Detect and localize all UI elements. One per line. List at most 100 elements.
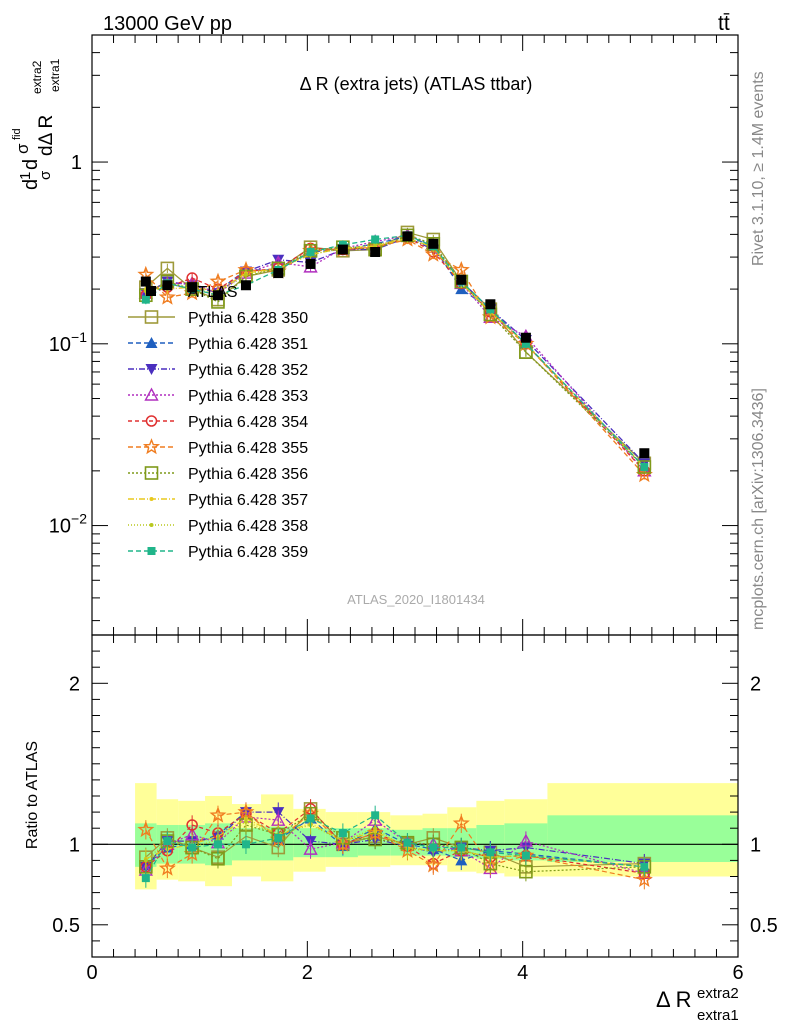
legend-label: Pythia 6.428 358 [188,518,308,535]
xlabel-sup: extra2 [697,985,739,1002]
y-tick-label: 10−2 [49,511,87,538]
atlas-point [273,268,284,279]
legend-label: Pythia 6.428 355 [188,440,308,457]
x-tick-label: 2 [302,962,313,984]
energy-label: 13000 GeV pp [103,13,232,35]
x-tick-label: 0 [86,962,97,984]
atlas-point [485,299,496,310]
xlabel-main: Δ R [656,987,691,1012]
ratio-point [452,814,470,831]
ratio-point [521,851,530,860]
data-point [640,463,649,472]
atlas-point [212,290,223,301]
legend-marker [144,387,159,401]
legend: ATLAS Pythia 6.428 350 Pythia 6.428 351 Pyt… [128,284,308,561]
legend-marker [146,286,156,296]
ratio-point [186,819,198,831]
process-label: tt̄ [718,12,730,35]
ratio-line [145,816,645,874]
ratio-point [141,874,150,883]
green-band [547,815,738,863]
legend-entry-1: Pythia 6.428 350 [128,310,308,327]
ratio-point [373,826,378,831]
ratio-point [338,829,347,838]
legend-marker [145,337,158,348]
legend-entry-9: Pythia 6.428 358 [128,518,308,535]
x-tick-label: 6 [732,962,743,984]
legend-marker [145,364,158,375]
ratio-y-tick-label: 0.5 [52,915,80,937]
atlas-point [639,448,650,459]
ratio-point [209,806,227,823]
ratio-point [274,833,283,842]
ratio-y-tick-label-right: 0.5 [750,915,778,937]
ratio-point [371,811,380,820]
ratio-point [403,838,412,847]
atlas-point [305,258,316,269]
legend-marker [149,497,154,501]
legend-entry-3: Pythia 6.428 352 [128,362,308,379]
analysis-id: ATLAS_2020_I1801434 [347,592,485,607]
atlas-point [337,244,348,255]
data-point [141,295,150,304]
series-line [145,234,645,468]
series-line [145,236,645,472]
legend-marker [144,466,159,480]
ratio-point [143,858,148,863]
ratio-point [424,856,442,873]
y-tick-label: 1 [71,152,82,174]
atlas-point [187,282,198,293]
ratio-point [188,843,197,852]
ratio-series-10 [141,805,649,888]
xlabel-sub: extra1 [697,1007,739,1024]
atlas-point [456,274,467,285]
data-point [483,309,498,323]
ylabel-dsigma: σ [13,143,32,154]
legend-label: Pythia 6.428 352 [188,362,308,379]
main-ylabel: d 1 σ d σ fid dΔ R extra1 extra2 [11,58,62,190]
legend-entry-atlas: ATLAS [146,284,238,301]
ratio-y-tick-label: 1 [69,834,80,856]
data-point [209,272,227,289]
ylabel-d1: d [20,179,42,190]
legend-marker [142,438,161,455]
legend-entry-10: Pythia 6.428 359 [128,544,308,561]
atlas-point [240,280,251,291]
legend-label: Pythia 6.428 350 [188,310,308,327]
rivet-label: Rivet 3.1.10, ≥ 1.4M events [750,71,767,266]
data-point [373,242,378,247]
data-point [243,272,248,277]
atlas-data [140,231,650,459]
data-point [521,339,530,348]
legend-entry-2: Pythia 6.428 351 [128,336,308,353]
ratio-point [457,843,466,852]
ylabel-ddr: dΔ R [36,115,57,156]
ylabel-extra1: extra1 [48,58,62,92]
ratio-y-tick-label-right: 1 [750,834,761,856]
data-point [452,260,470,278]
ratio-y-tick-label-right: 2 [750,673,761,695]
legend-entry-7: Pythia 6.428 356 [128,466,308,483]
legend-label: Pythia 6.428 356 [188,466,308,483]
atlas-point [428,238,439,249]
xlabel: Δ R extra1 extra2 [656,985,739,1024]
atlas-point [402,231,413,242]
ylabel-d2: d [20,159,42,170]
main-axes: 1 10−1 10−2 [49,34,739,636]
main-series-layer [137,225,653,483]
ratio-point [137,820,155,838]
ylabel-one: 1 [17,172,34,180]
ratio-y-tick-label: 2 [69,673,80,695]
legend-label: Pythia 6.428 351 [188,336,308,353]
ratio-point [635,870,653,888]
ratio-line [145,817,645,868]
legend-label: Pythia 6.428 354 [188,414,308,431]
data-point [637,460,652,474]
ratio-point [429,843,438,852]
data-point [371,235,380,244]
ylabel-extra2: extra2 [30,60,44,94]
ratio-line [145,812,645,873]
series-line [145,234,645,472]
legend-entry-8: Pythia 6.428 357 [128,492,308,509]
legend-entry-6: Pythia 6.428 355 [128,438,308,457]
